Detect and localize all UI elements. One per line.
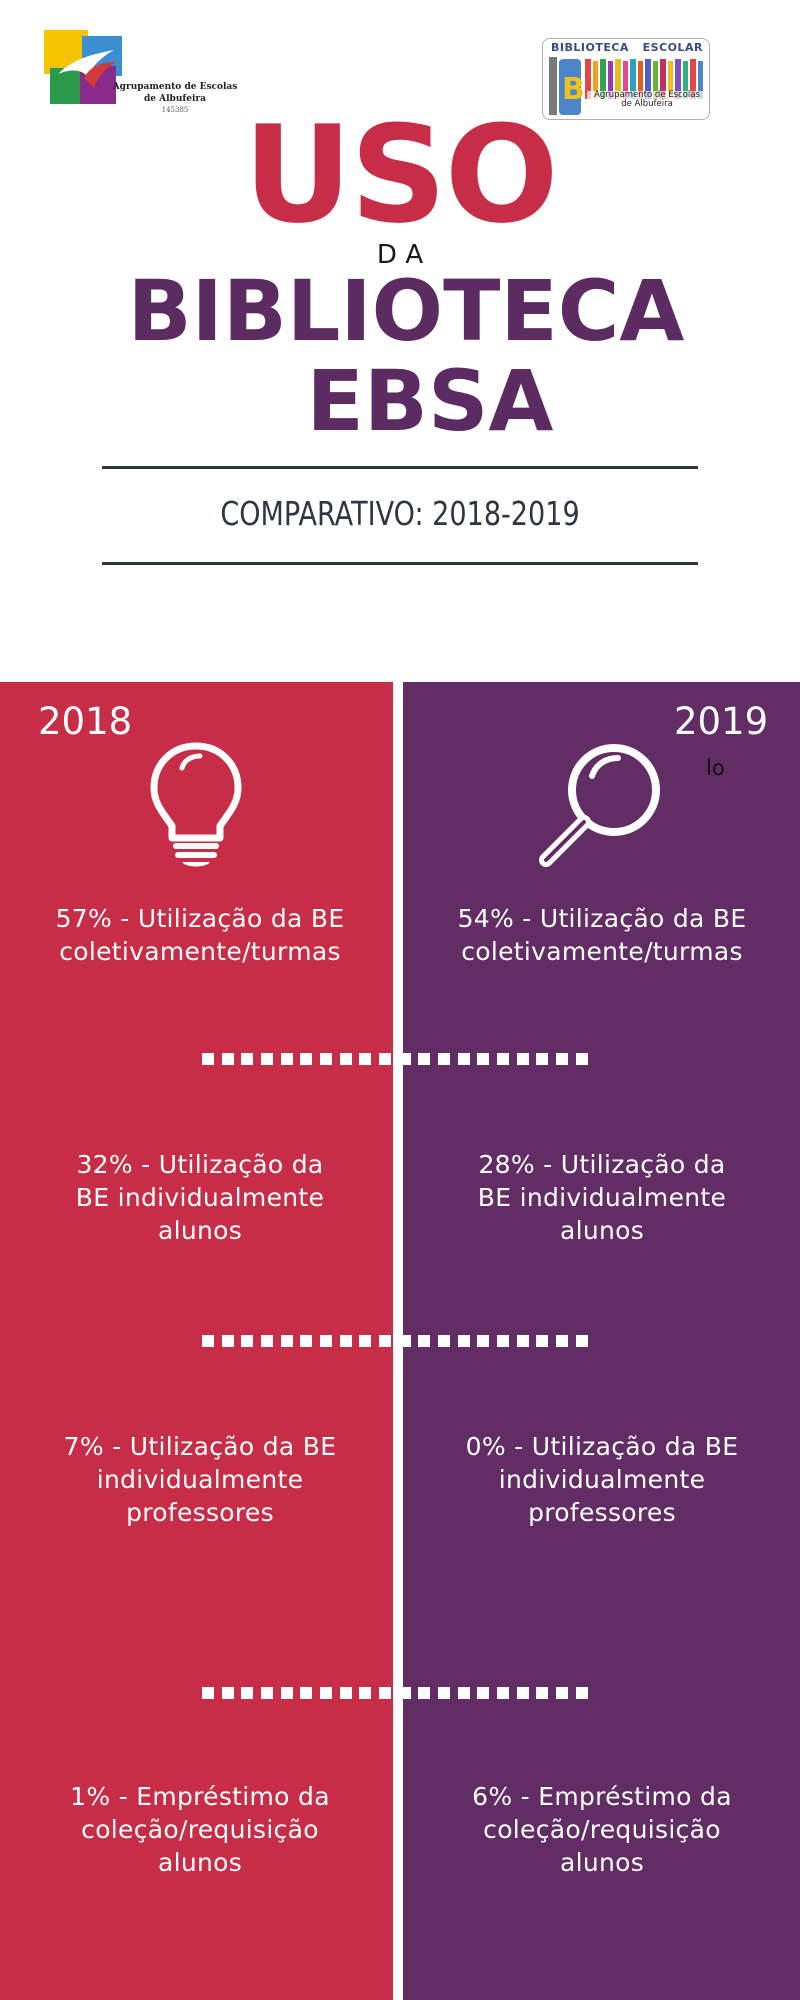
books-icon: B: [549, 57, 703, 115]
bird-icon: [58, 50, 116, 88]
logo-left-code: 145385: [161, 106, 189, 114]
title-biblioteca: BIBLIOTECA: [127, 262, 685, 360]
column-separator: [393, 682, 403, 2000]
divider-bottom: [102, 562, 698, 565]
logo-left-line2: de Albufeira: [144, 94, 206, 104]
dotted-divider-2: [202, 1335, 588, 1349]
dotted-divider-3: [202, 1687, 588, 1701]
logo-right-word2: ESCOLAR: [642, 41, 703, 54]
logo-right-sub-line1: Agrupamento de Escolas: [594, 90, 700, 100]
year-2018-label: 2018: [38, 700, 133, 743]
stray-text: lo: [706, 756, 725, 780]
logo-right-title: BIBLIOTECA ESCOLAR: [551, 41, 703, 54]
stat-2019-emprestimo: 6% - Empréstimo da coleção/requisição al…: [472, 1782, 732, 1877]
logo-right-sub-line2: de Albufeira: [621, 99, 673, 109]
stat-2019-alunos: 28% - Utilização da BE individualmente a…: [477, 1150, 727, 1245]
title-ebsa: EBSA: [306, 352, 554, 450]
svg-text:B: B: [562, 72, 585, 107]
subtitle-comparativo: COMPARATIVO: 2018-2019: [220, 494, 580, 533]
header: Agrupamento de Escolas de Albufeira 1453…: [0, 0, 800, 682]
dotted-divider-1: [202, 1053, 588, 1067]
biblioteca-escolar-logo: BIBLIOTECA ESCOLAR B: [542, 38, 710, 120]
title-uso: USO: [243, 97, 558, 253]
year-2019-label: 2019: [674, 700, 769, 743]
stat-2018-alunos: 32% - Utilização da BE individualmente a…: [75, 1150, 325, 1245]
logo-left-line1: Agrupamento de Escolas: [112, 82, 238, 92]
lightbulb-icon: [150, 742, 242, 867]
stat-2019-coletiva: 54% - Utilização da BE coletivamente/tur…: [457, 904, 747, 966]
magnifier-icon: [539, 744, 660, 867]
logo-right-word1: BIBLIOTECA: [551, 41, 629, 54]
stat-2018-coletiva: 57% - Utilização da BE coletivamente/tur…: [55, 904, 345, 966]
stat-2018-professores: 7% - Utilização da BE individualmente pr…: [63, 1432, 337, 1527]
title-da: DA: [376, 240, 433, 270]
stat-2019-professores: 0% - Utilização da BE individualmente pr…: [465, 1432, 739, 1527]
divider-top: [102, 466, 698, 469]
agrupamento-logo: Agrupamento de Escolas de Albufeira 1453…: [44, 30, 237, 120]
stat-2018-emprestimo: 1% - Empréstimo da coleção/requisição al…: [70, 1782, 330, 1877]
logo-right-subtitle: Agrupamento de Escolas de Albufeira: [587, 91, 707, 109]
